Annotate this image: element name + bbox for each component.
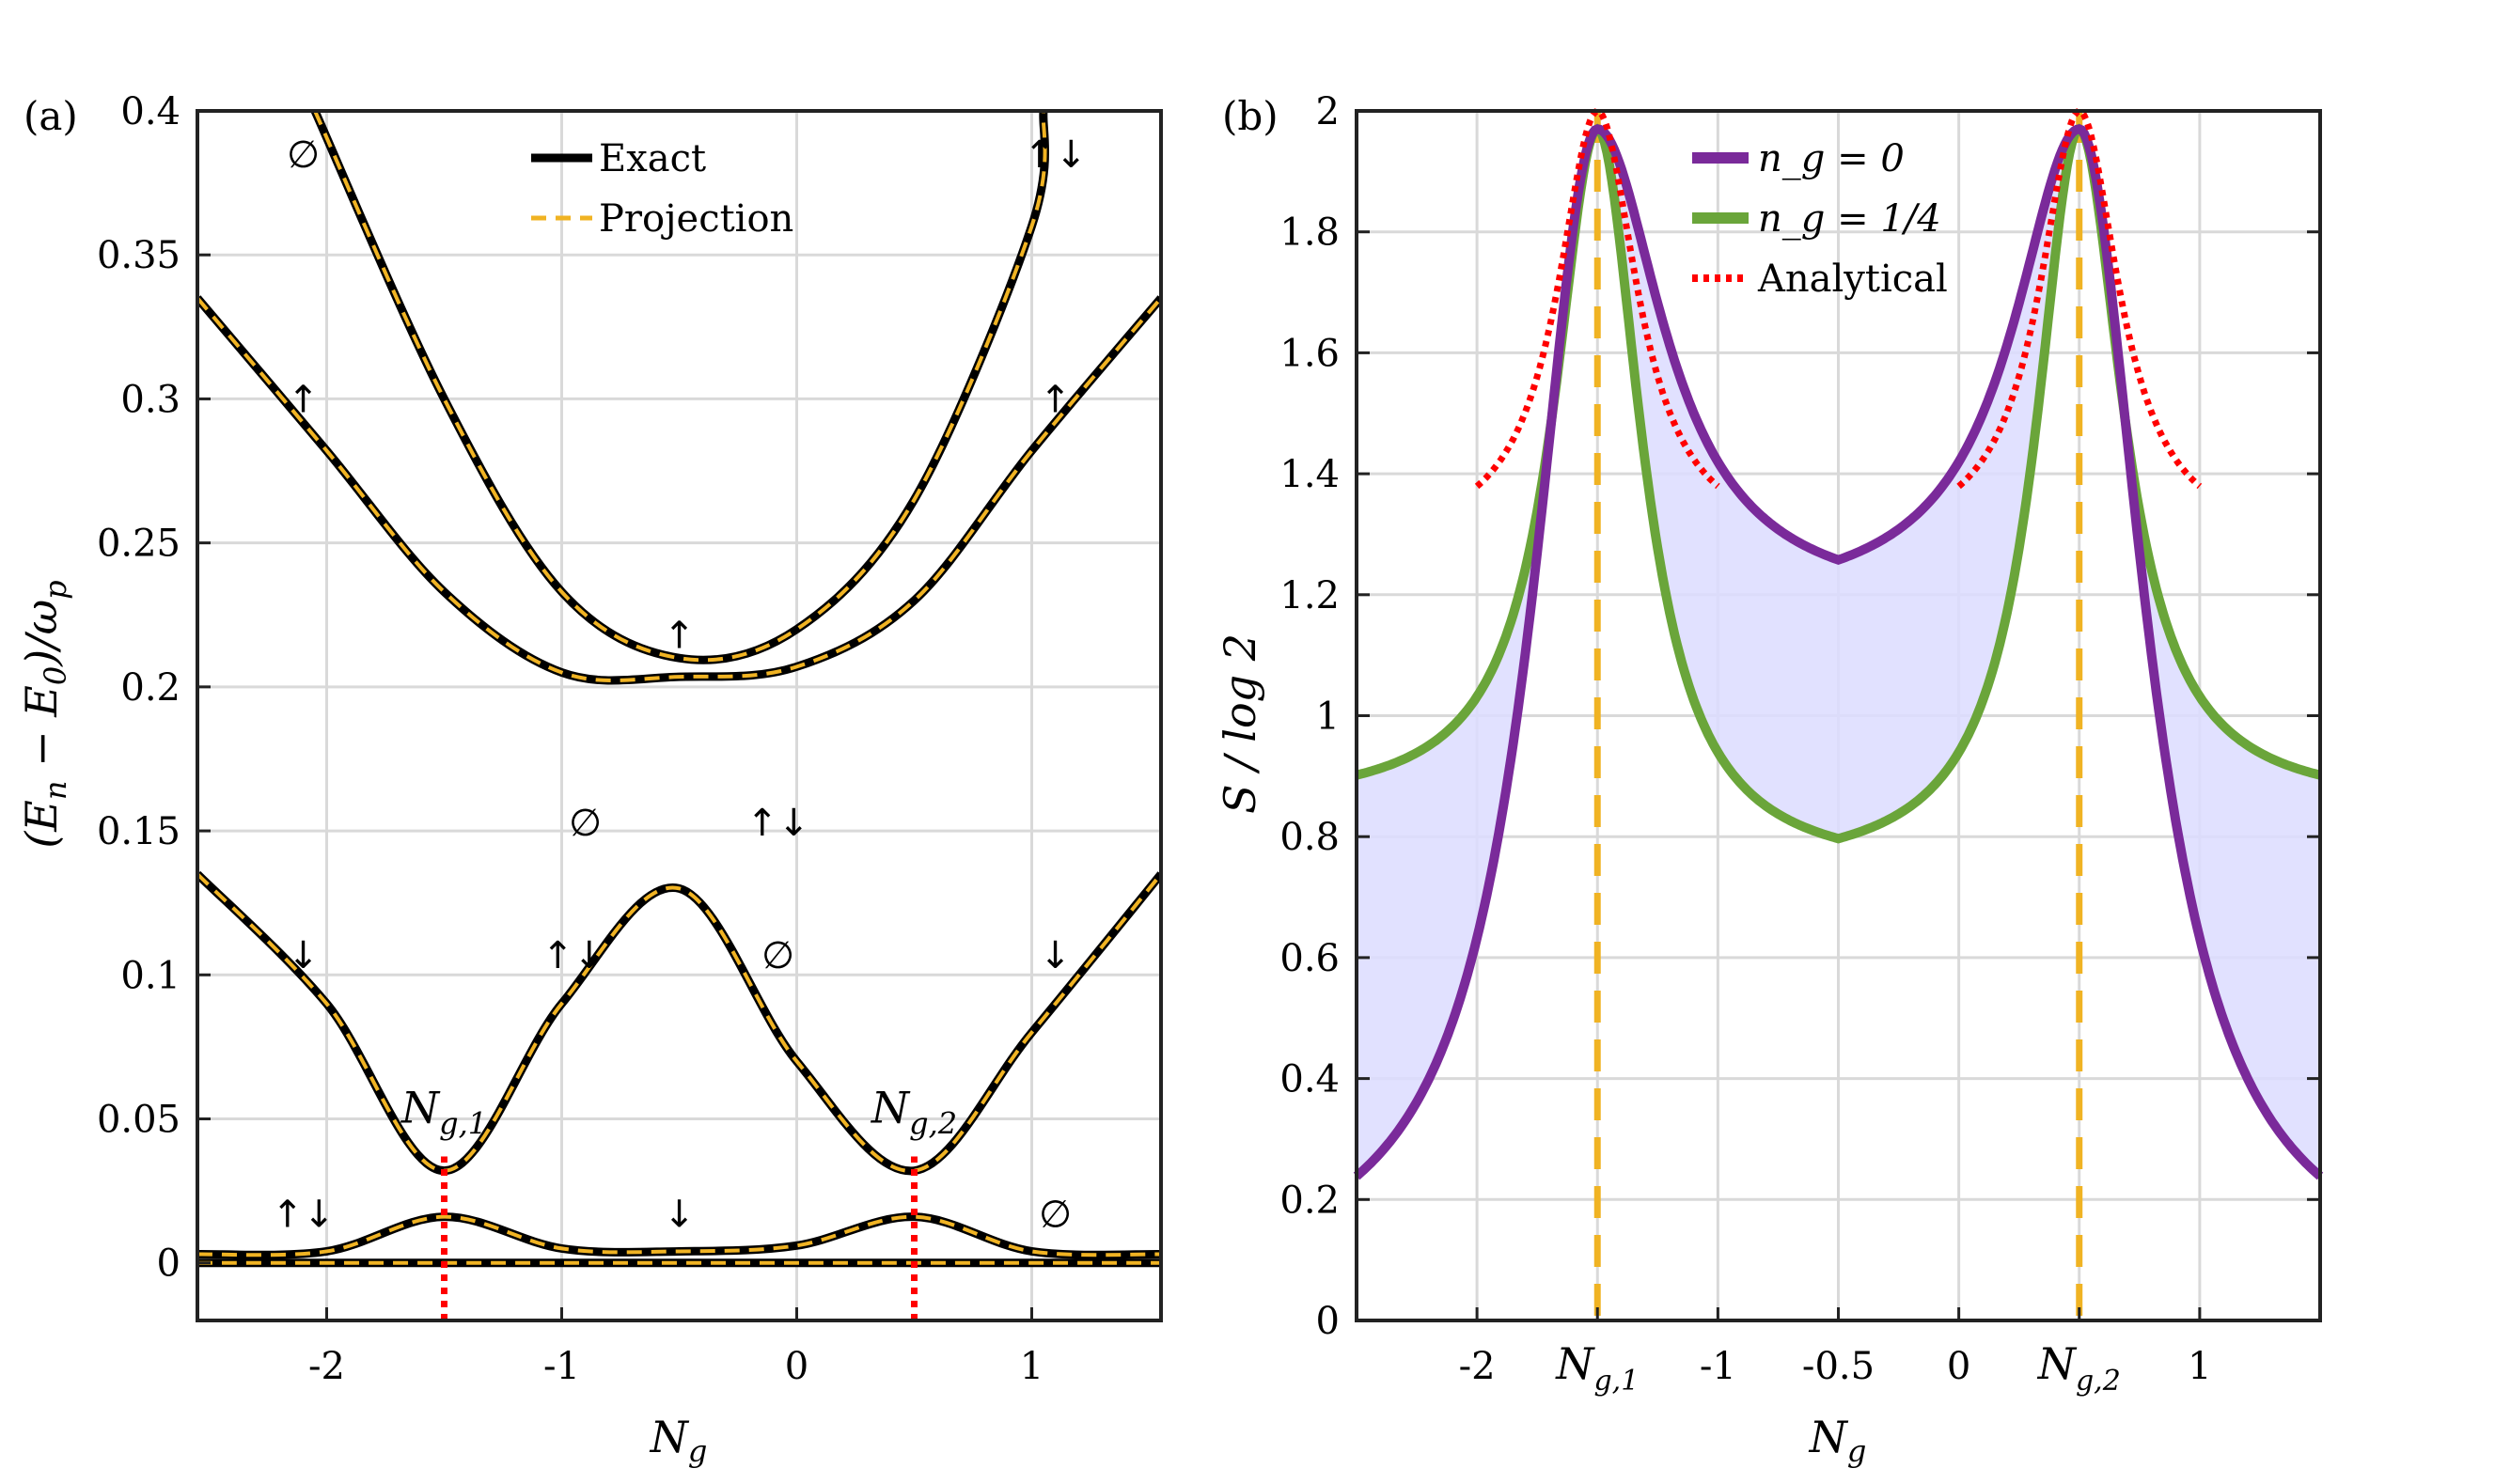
panel-a-y-label: (En − E0)/ωp <box>16 580 73 848</box>
state-annotation: ∅ <box>287 133 320 177</box>
x-tick-label: -2 <box>1459 1345 1496 1388</box>
state-annotation: ↑ <box>664 615 696 658</box>
y-tick-label: 0.1 <box>120 954 180 997</box>
panel-b-curves <box>1353 107 2324 1180</box>
panel-a-annotations: ∅ ↑↓ ↑ ↑ ↑ ∅ ↑↓ ↓ ↑↓ ∅ ↓ ↑↓ ↓ ∅ <box>272 133 1087 1237</box>
y-tick-label: 0 <box>157 1242 180 1286</box>
y-tick-label: 1 <box>1316 695 1340 739</box>
x-tick-label: 0 <box>1947 1345 1970 1388</box>
panel-b: -2 Ng,1 -1 -0.5 0 Ng,2 1 0 0.2 0.4 0.6 0.8 1 1.2 1.4 1.… <box>1215 90 2324 1469</box>
y-tick-label: 1.2 <box>1279 574 1340 617</box>
panel-b-y-label: S / log 2 <box>1215 633 1265 814</box>
y-tick-label: 0.4 <box>1279 1058 1340 1101</box>
x-tick-label: 1 <box>2188 1345 2211 1388</box>
ng-zero-line <box>1353 124 2324 1180</box>
y-tick-label: 1.8 <box>1279 211 1340 255</box>
legend-ng14-label: n_g = 1/4 <box>1758 197 1941 241</box>
state-annotation: ∅ <box>1039 1194 1072 1237</box>
panel-a-legend: Exact Projection <box>531 137 793 241</box>
legend-ng0-label: n_g = 0 <box>1758 137 1905 180</box>
state-annotation: ∅ <box>761 934 794 977</box>
y-tick-label: 0.2 <box>1279 1179 1340 1222</box>
ng-marker-label: Ng,2 <box>871 1082 957 1141</box>
panel-a-label: (a) <box>24 93 78 139</box>
ng-marker-label: Ng,1 <box>400 1082 487 1141</box>
state-annotation: ↑↓ <box>746 802 809 845</box>
panel-a-grid <box>197 109 1161 1320</box>
x-tick-label: Ng,1 <box>1555 1338 1639 1398</box>
x-tick-label: 0 <box>785 1345 808 1388</box>
y-tick-label: 1.4 <box>1279 453 1340 496</box>
panel-b-vlines <box>1593 111 2083 1320</box>
projection-line-4 <box>313 111 1047 663</box>
legend-exact-label: Exact <box>599 137 706 180</box>
panel-b-label: (b) <box>1222 93 1279 139</box>
y-tick-label: 0.35 <box>97 234 180 277</box>
y-tick-label: 2 <box>1316 90 1340 133</box>
state-annotation: ↓ <box>1040 934 1072 977</box>
y-tick-label: 0.4 <box>120 90 180 133</box>
x-tick-label: -1 <box>1700 1345 1736 1388</box>
x-tick-label: -1 <box>543 1345 580 1388</box>
panel-a-lines <box>197 111 1161 1268</box>
panel-b-shaded-region <box>1357 129 2320 1177</box>
x-tick-label: -0.5 <box>1802 1345 1875 1388</box>
ng-quarter-line <box>1355 123 2322 844</box>
panel-a-ticks: -2 -1 0 1 0 0.05 0.1 0.15 0.2 0.25 0.3 0.35 0.4 <box>97 90 1044 1388</box>
y-tick-label: 0.05 <box>97 1099 180 1142</box>
x-tick-label: 1 <box>1020 1345 1044 1388</box>
projection-line-2 <box>197 872 1161 1173</box>
analytical-line-right <box>1956 107 2203 490</box>
state-annotation: ↑ <box>288 378 320 421</box>
analytical-line-left <box>1474 107 1720 490</box>
panel-a-axes-box <box>196 109 1163 1322</box>
x-tick-label: -2 <box>308 1345 345 1388</box>
x-tick-label: Ng,2 <box>2037 1338 2121 1398</box>
state-annotation: ↑↓ <box>541 934 604 977</box>
y-tick-label: 0.6 <box>1279 937 1340 980</box>
projection-line-1 <box>197 1214 1161 1257</box>
y-tick-label: 0.2 <box>120 666 180 710</box>
legend-projection-label: Projection <box>599 197 793 241</box>
state-annotation: ↑↓ <box>272 1194 335 1237</box>
panel-a-curves <box>197 111 1161 1268</box>
y-tick-label: 0.8 <box>1279 816 1340 859</box>
y-tick-label: 0 <box>1316 1300 1340 1343</box>
state-annotation: ↓ <box>664 1194 696 1237</box>
state-annotation: ∅ <box>569 802 602 845</box>
state-annotation: ↓ <box>288 934 320 977</box>
y-tick-label: 1.6 <box>1279 332 1340 375</box>
panel-a: Ng,1 Ng,2 ∅ ↑↓ ↑ ↑ ↑ ∅ ↑↓ ↓ ↑↓ ∅ ↓ ↑↓ ↓ ∅ -2 -1 0 1 0 0.05 0… <box>16 90 1163 1469</box>
y-tick-label: 0.15 <box>97 810 180 853</box>
panel-b-legend: n_g = 0 n_g = 1/4 Analytical <box>1692 137 1948 301</box>
y-tick-label: 0.3 <box>120 378 180 421</box>
projection-line-3 <box>197 296 1161 682</box>
legend-analytical-label: Analytical <box>1757 258 1948 301</box>
panel-b-x-label: Ng <box>1809 1412 1867 1469</box>
y-tick-label: 0.25 <box>97 523 180 566</box>
state-annotation: ↑↓ <box>1024 133 1087 177</box>
state-annotation: ↑ <box>1040 378 1072 421</box>
panel-a-x-label: Ng <box>650 1412 708 1469</box>
